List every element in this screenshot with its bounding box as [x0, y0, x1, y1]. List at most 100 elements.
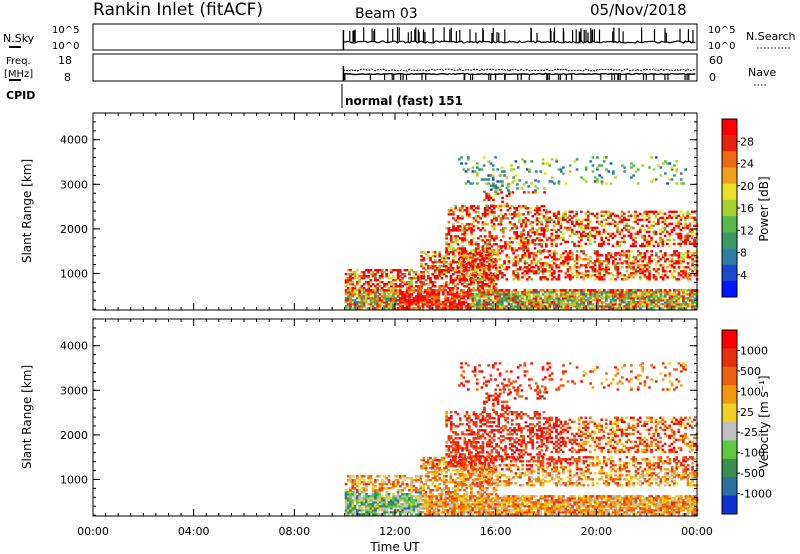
power-cell — [520, 231, 523, 234]
power-cell — [542, 229, 546, 232]
power-cell — [655, 301, 658, 304]
power-cell — [449, 250, 453, 254]
power-cell — [532, 299, 536, 302]
velocity-cell — [494, 495, 497, 498]
power-cell — [645, 301, 649, 304]
power-cell — [529, 223, 532, 226]
power-cell — [431, 261, 435, 264]
velocity-cell — [548, 511, 552, 514]
power-cell — [546, 220, 549, 224]
power-cell — [548, 218, 551, 222]
power-cell — [573, 291, 577, 294]
power-cell — [483, 215, 487, 218]
power-cell — [429, 277, 432, 280]
velocity-cell — [369, 495, 373, 498]
power-cell — [691, 254, 694, 257]
power-cell — [488, 211, 492, 214]
power-cell — [634, 297, 638, 300]
power-cell — [647, 242, 651, 246]
power-cell — [580, 250, 583, 253]
power-cell — [655, 268, 658, 271]
power-cell — [691, 305, 694, 308]
power-cell — [634, 210, 637, 214]
power-cell — [488, 231, 492, 234]
power-cell — [396, 273, 400, 276]
power-cell — [449, 277, 453, 280]
power-cell — [634, 270, 638, 273]
power-cell — [446, 293, 450, 296]
power-cell — [460, 307, 463, 310]
power-cell — [566, 254, 570, 257]
power-cell — [378, 293, 382, 296]
power-cell — [445, 235, 448, 238]
velocity-cell — [448, 503, 452, 506]
power-cell — [564, 272, 568, 275]
power-cell — [691, 232, 694, 236]
power-cell — [519, 301, 522, 304]
velocity-cell — [383, 497, 386, 500]
power-cell — [445, 275, 448, 278]
power-cell — [519, 260, 522, 263]
velocity-cell — [374, 509, 377, 512]
power-cell — [346, 273, 350, 276]
power-cell — [346, 293, 350, 296]
power-cell — [530, 291, 534, 294]
power-cell — [478, 252, 481, 255]
power-cell — [513, 231, 516, 234]
power-cell — [487, 299, 491, 302]
power-cell — [634, 216, 637, 220]
power-cell — [480, 168, 484, 171]
power-cell — [566, 303, 570, 306]
power-cell — [541, 268, 545, 271]
noise-right-label: N.Search — [746, 30, 796, 43]
power-cell — [589, 256, 592, 259]
power-cell — [679, 232, 683, 236]
velocity-cell — [514, 509, 518, 512]
power-cell — [512, 252, 515, 255]
power-cell — [568, 258, 572, 261]
power-cell — [605, 299, 608, 302]
power-cell — [559, 270, 563, 273]
velocity-cell — [589, 499, 592, 502]
power-cell — [380, 305, 384, 308]
power-cell — [639, 297, 642, 300]
power-cell — [477, 243, 480, 246]
velocity-cell — [584, 507, 588, 510]
power-cell — [464, 254, 468, 257]
power-cell — [645, 278, 649, 281]
power-cell — [623, 274, 626, 277]
power-cell — [634, 274, 638, 277]
power-cell — [496, 307, 500, 310]
power-cell — [602, 214, 606, 218]
power-cell — [523, 303, 527, 306]
velocity-cell — [566, 503, 570, 506]
power-cell — [550, 289, 554, 292]
power-cell — [522, 205, 525, 208]
power-cell — [445, 233, 448, 236]
power-cell — [566, 258, 570, 261]
power-cell — [436, 275, 439, 278]
power-cell — [460, 253, 464, 256]
power-cell — [454, 239, 458, 242]
power-cell — [451, 269, 455, 272]
power-cell — [369, 291, 373, 294]
power-cell — [380, 277, 384, 280]
velocity-cell — [476, 507, 479, 510]
velocity-cell — [534, 501, 538, 504]
velocity-cell — [482, 499, 486, 502]
power-cell — [371, 295, 375, 298]
velocity-cell — [358, 513, 361, 516]
power-cell — [522, 183, 526, 186]
velocity-cell — [460, 497, 463, 500]
power-cell — [371, 299, 375, 302]
power-cell — [673, 164, 676, 167]
velocity-cell — [405, 495, 409, 498]
velocity-cell — [575, 499, 579, 502]
power-cell — [417, 277, 420, 280]
power-cell — [478, 278, 481, 281]
power-cell — [655, 178, 658, 181]
power-cell — [604, 222, 608, 226]
power-cell — [454, 237, 458, 240]
power-cell — [559, 236, 563, 240]
power-cell — [559, 218, 563, 222]
